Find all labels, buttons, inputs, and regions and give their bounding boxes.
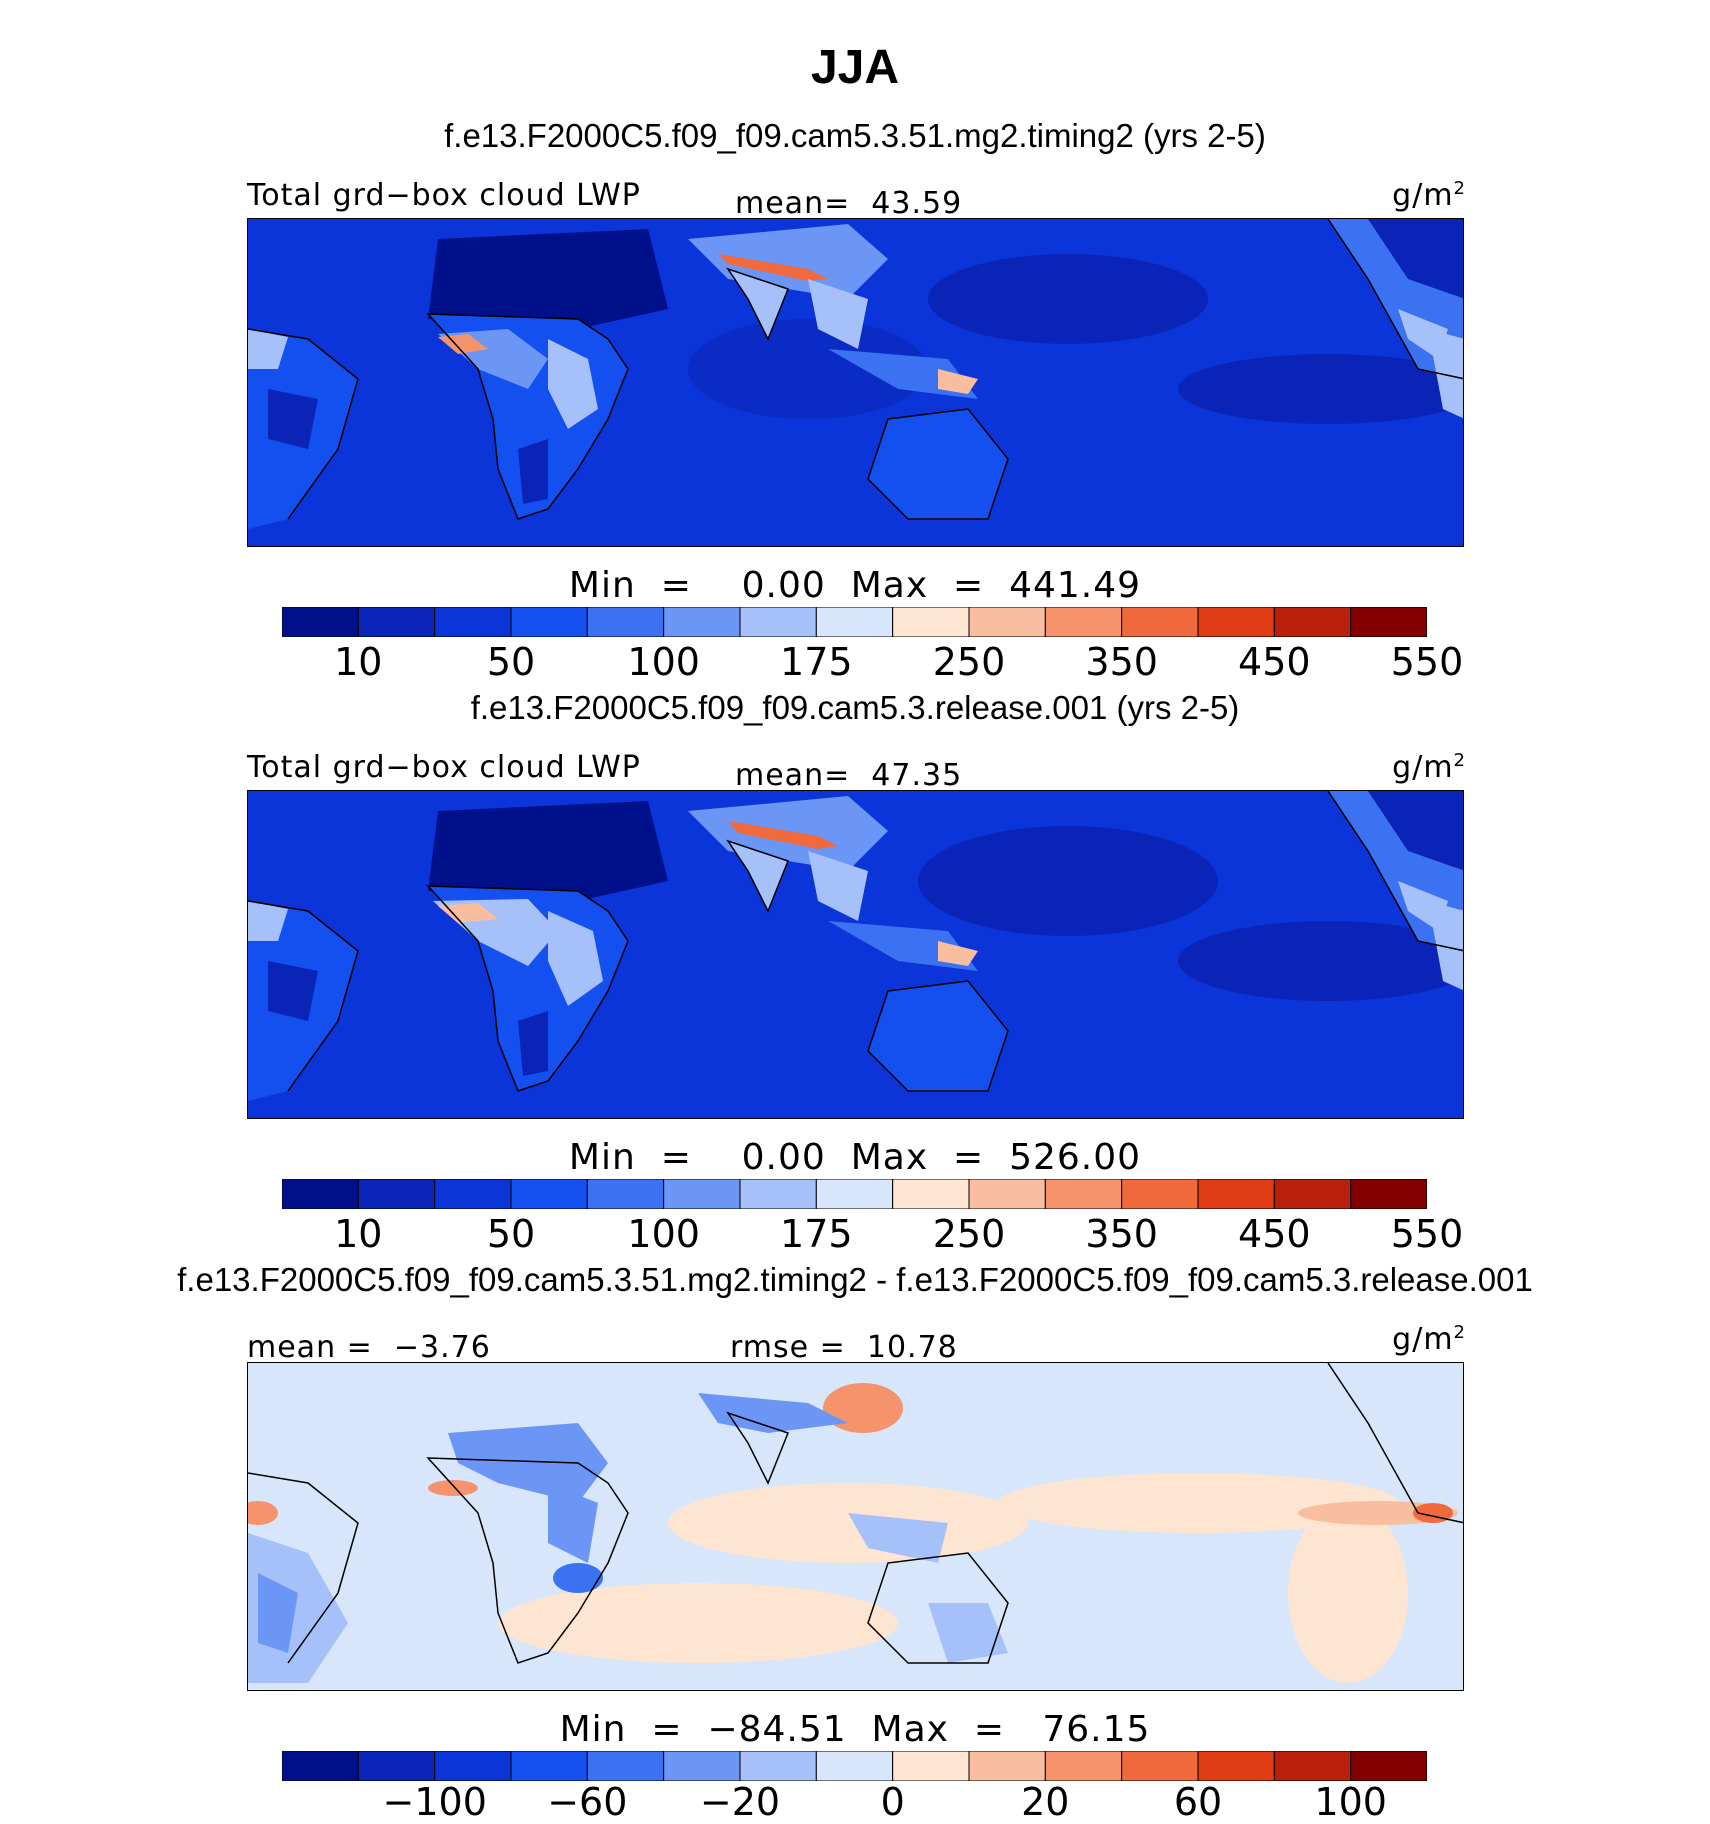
colorbar-swatch [1121,1751,1199,1781]
colorbar-swatch [510,1751,588,1781]
colorbar-swatch [663,607,741,637]
colorbar-swatch [1121,1179,1199,1209]
colorbar-swatch [1273,607,1352,637]
colorbar-swatch [1350,1179,1427,1209]
colorbar-tick-label: 10 [334,640,383,684]
panel-1-mean: mean= 43.59 [735,186,963,221]
colorbar-tick-label: 60 [1173,1780,1223,1824]
panel-2-title: f.e13.F2000C5.f09_f09.cam5.3.release.001… [470,689,1240,726]
colorbar-swatch [968,1751,1046,1781]
colorbar-swatch [1273,1179,1352,1209]
colorbar-swatch [434,1179,512,1209]
colorbar-swatch [357,607,436,637]
colorbar-tick-label: 175 [780,1212,853,1256]
colorbar-swatch [434,607,512,637]
colorbar-tick-label: −100 [382,1780,487,1824]
colorbar-swatch [434,1751,512,1781]
figure-title: JJA [810,41,900,94]
colorbar-swatch [510,607,588,637]
colorbar-tick-label: −60 [547,1780,628,1824]
panel-3-mean: mean = −3.76 [247,1330,491,1365]
panel-2-units: g/m2 [1392,750,1466,785]
colorbar-swatch [892,1179,970,1209]
colorbar-tick-label: 20 [1021,1780,1070,1824]
panel-3-rmse: rmse = 10.78 [730,1330,958,1365]
colorbar-tick-label: 50 [486,640,536,684]
colorbar-swatch [663,1179,741,1209]
colorbar-swatch [1350,607,1427,637]
colorbar-tick-label: 100 [627,1212,700,1256]
colorbar-swatch [1121,607,1199,637]
colorbar-tick-label: 550 [1390,1212,1464,1256]
panel-1-title: f.e13.F2000C5.f09_f09.cam5.3.51.mg2.timi… [444,117,1266,154]
colorbar-swatch [282,1751,359,1781]
colorbar-swatch [815,1179,894,1209]
colorbar-tick-label: 100 [627,640,700,684]
panel-1-colorbar-ticks: 10 50 100 175 250 350 450 550 [282,640,1463,684]
colorbar-swatch [968,607,1046,637]
panel-2-variable-label: Total grd−box cloud LWP [247,750,641,785]
colorbar-swatch [1273,1751,1352,1781]
panel-3-map [247,1362,1464,1691]
colorbar-swatch [892,1751,970,1781]
colorbar-swatch [1044,1179,1123,1209]
colorbar-swatch [1044,1751,1123,1781]
colorbar-swatch [1044,607,1123,637]
colorbar-tick-label: 100 [1314,1780,1387,1824]
colorbar-swatch [357,1751,436,1781]
panel-3-title: f.e13.F2000C5.f09_f09.cam5.3.51.mg2.timi… [177,1261,1533,1298]
colorbar-swatch [1197,1751,1275,1781]
colorbar-tick-label: 450 [1238,1212,1311,1256]
panel-2-colorbar-ticks: 10 50 100 175 250 350 450 550 [282,1212,1463,1256]
colorbar-swatch [815,1751,894,1781]
colorbar-tick-label: 350 [1085,1212,1158,1256]
panel-2-colorbar [282,1179,1427,1209]
panel-3-units: g/m2 [1392,1322,1466,1357]
colorbar-swatch [739,1751,817,1781]
colorbar-swatch [663,1751,741,1781]
colorbar-tick-label: 0 [880,1780,905,1824]
panel-2-minmax: Min = 0.00 Max = 526.00 [568,1137,1142,1178]
colorbar-swatch [739,607,817,637]
colorbar-swatch [1197,1179,1275,1209]
panel-1-units: g/m2 [1392,178,1466,213]
panel-1-colorbar [282,607,1427,637]
colorbar-tick-label: 250 [932,640,1006,684]
panel-3-minmax: Min = −84.51 Max = 76.15 [559,1709,1151,1750]
colorbar-tick-label: 250 [932,1212,1006,1256]
colorbar-swatch [586,1179,665,1209]
colorbar-tick-label: 350 [1085,640,1158,684]
colorbar-swatch [815,607,894,637]
panel-2-map [247,790,1464,1119]
colorbar-tick-label: 550 [1390,640,1464,684]
colorbar-swatch [968,1179,1046,1209]
colorbar-swatch [282,1179,359,1209]
colorbar-tick-label: −20 [699,1780,781,1824]
colorbar-tick-label: 175 [780,640,853,684]
panel-1-variable-label: Total grd−box cloud LWP [247,178,641,213]
colorbar-tick-label: 50 [486,1212,536,1256]
colorbar-swatch [282,607,359,637]
panel-2-mean: mean= 47.35 [735,758,963,793]
panel-1-map [247,218,1464,547]
colorbar-swatch [357,1179,436,1209]
colorbar-swatch [1350,1751,1427,1781]
colorbar-swatch [586,1751,665,1781]
colorbar-tick-label: 450 [1238,640,1311,684]
colorbar-swatch [739,1179,817,1209]
colorbar-swatch [586,607,665,637]
panel-3-colorbar [282,1751,1427,1781]
panel-3-colorbar-ticks: −100 −60 −20 0 20 60 100 [282,1780,1427,1824]
colorbar-tick-label: 10 [334,1212,383,1256]
panel-1-minmax: Min = 0.00 Max = 441.49 [568,565,1142,606]
colorbar-swatch [1197,607,1275,637]
colorbar-swatch [892,607,970,637]
colorbar-swatch [510,1179,588,1209]
